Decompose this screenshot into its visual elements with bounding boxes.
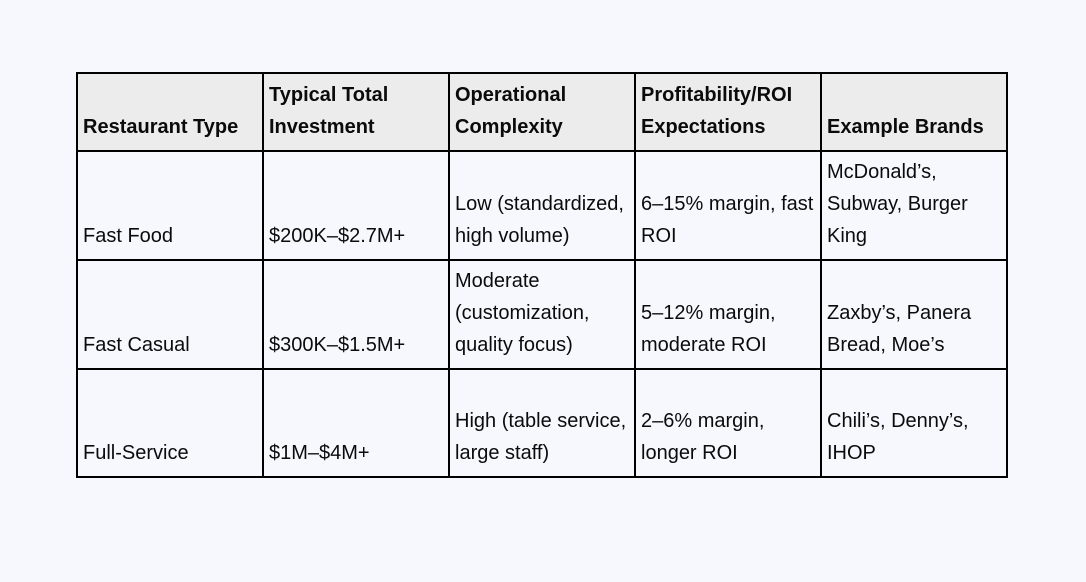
cell-complexity: High (table service, large staff) <box>448 368 636 478</box>
table-row-fast-food: Fast Food $200K–$2.7M+ Low (standardized… <box>76 150 1008 261</box>
cell-restaurant-type: Fast Casual <box>76 259 264 370</box>
header-cell-operational-complexity: Operational Complexity <box>448 72 636 152</box>
cell-example-brands: McDonald’s, Subway, Burger King <box>820 150 1008 261</box>
restaurant-comparison-table: Restaurant Type Typical Total Investment… <box>76 72 1008 478</box>
comparison-table-container: Restaurant Type Typical Total Investment… <box>76 72 1008 478</box>
cell-example-brands: Chili’s, Denny’s, IHOP <box>820 368 1008 478</box>
table-header: Restaurant Type Typical Total Investment… <box>76 72 1008 152</box>
cell-profitability: 2–6% margin, longer ROI <box>634 368 822 478</box>
cell-profitability: 5–12% margin, moderate ROI <box>634 259 822 370</box>
cell-investment: $1M–$4M+ <box>262 368 450 478</box>
header-cell-typical-total-investment: Typical Total Investment <box>262 72 450 152</box>
cell-restaurant-type: Fast Food <box>76 150 264 261</box>
cell-example-brands: Zaxby’s, Panera Bread, Moe’s <box>820 259 1008 370</box>
cell-complexity: Low (standardized, high volume) <box>448 150 636 261</box>
header-cell-example-brands: Example Brands <box>820 72 1008 152</box>
header-cell-profitability-roi-expectations: Profitability/ROI Expectations <box>634 72 822 152</box>
header-row: Restaurant Type Typical Total Investment… <box>76 72 1008 152</box>
table-body: Fast Food $200K–$2.7M+ Low (standardized… <box>76 150 1008 478</box>
table-row-full-service: Full-Service $1M–$4M+ High (table servic… <box>76 368 1008 478</box>
table-row-fast-casual: Fast Casual $300K–$1.5M+ Moderate (custo… <box>76 259 1008 370</box>
cell-profitability: 6–15% margin, fast ROI <box>634 150 822 261</box>
cell-complexity: Moderate (customization, quality focus) <box>448 259 636 370</box>
cell-investment: $300K–$1.5M+ <box>262 259 450 370</box>
cell-investment: $200K–$2.7M+ <box>262 150 450 261</box>
header-cell-restaurant-type: Restaurant Type <box>76 72 264 152</box>
cell-restaurant-type: Full-Service <box>76 368 264 478</box>
